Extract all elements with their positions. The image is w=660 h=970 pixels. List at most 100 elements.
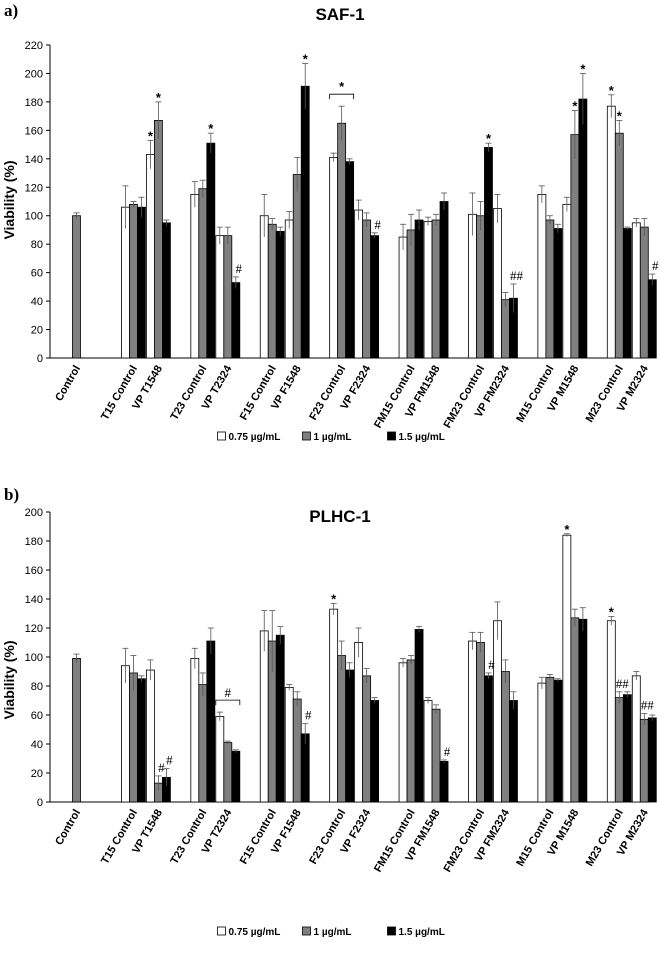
bar bbox=[337, 655, 347, 803]
significance-marker: # bbox=[225, 685, 232, 700]
chart-title-b: PLHC-1 bbox=[309, 507, 370, 526]
y-tick-label: 100 bbox=[25, 211, 43, 223]
legend-swatch bbox=[302, 926, 311, 936]
bar bbox=[493, 620, 502, 803]
significance-marker: * bbox=[572, 98, 578, 113]
bar bbox=[231, 750, 241, 803]
legend-label: 1 µg/mL bbox=[314, 432, 352, 443]
y-tick-label: 180 bbox=[25, 97, 43, 109]
x-category-label: F15 Control bbox=[238, 808, 279, 867]
legend-label: 1.5 µg/mL bbox=[399, 432, 445, 443]
significance-bracket bbox=[215, 699, 241, 706]
significance-marker: ## bbox=[510, 268, 524, 283]
significance-marker: * bbox=[208, 121, 214, 136]
bar bbox=[345, 161, 355, 359]
y-tick-label: 60 bbox=[31, 268, 43, 280]
bar bbox=[231, 282, 241, 359]
bar bbox=[406, 229, 416, 359]
y-tick-label: 40 bbox=[31, 296, 43, 308]
bar bbox=[275, 230, 285, 359]
significance-bracket bbox=[329, 93, 355, 100]
bar bbox=[468, 213, 477, 359]
bar bbox=[639, 226, 649, 359]
bar bbox=[622, 694, 632, 803]
x-category-label: M23 Control bbox=[584, 808, 626, 869]
bar bbox=[137, 206, 146, 359]
bar bbox=[259, 215, 269, 359]
bar bbox=[215, 716, 225, 803]
bar bbox=[606, 620, 616, 803]
bar bbox=[362, 675, 372, 803]
y-tick-label: 160 bbox=[25, 565, 43, 577]
y-tick-label: 100 bbox=[25, 652, 43, 664]
bar bbox=[631, 675, 641, 803]
x-category-label: F15 Control bbox=[238, 364, 279, 423]
bar bbox=[206, 640, 216, 803]
legend-label: 0.75 µg/mL bbox=[229, 432, 281, 443]
significance-marker: # bbox=[488, 657, 495, 672]
bar bbox=[439, 201, 449, 359]
x-category-label: T23 Control bbox=[168, 364, 209, 423]
bar bbox=[614, 697, 624, 803]
y-tick-label: 120 bbox=[25, 182, 43, 194]
bar bbox=[484, 147, 493, 359]
significance-marker: # bbox=[166, 753, 173, 768]
bar bbox=[398, 236, 408, 359]
y-tick-label: 20 bbox=[31, 768, 43, 780]
significance-marker: # bbox=[444, 744, 451, 759]
significance-marker: * bbox=[564, 522, 570, 537]
bar bbox=[198, 188, 208, 359]
bar bbox=[337, 122, 347, 359]
bar bbox=[414, 219, 424, 359]
bar bbox=[161, 222, 171, 359]
significance-marker: * bbox=[331, 591, 337, 606]
bar bbox=[137, 678, 146, 803]
significance-marker: * bbox=[339, 79, 345, 94]
x-category-label: F23 Control bbox=[307, 364, 348, 423]
bar bbox=[206, 142, 216, 359]
bar bbox=[537, 682, 547, 803]
y-axis-label-a: Viability (%) bbox=[1, 160, 17, 239]
y-tick-label: 160 bbox=[25, 125, 43, 137]
x-category-label: T15 Control bbox=[99, 364, 140, 423]
bar bbox=[545, 219, 555, 359]
y-tick-label: 80 bbox=[31, 681, 43, 693]
x-category-label: M15 Control bbox=[514, 808, 556, 869]
panel-b: b) PLHC-1 Viability (%) 0 20 40 60 80 100 120 1… bbox=[1, 485, 657, 938]
y-tick-label: 0 bbox=[37, 797, 43, 809]
significance-marker: # bbox=[158, 760, 165, 775]
bar bbox=[354, 642, 364, 803]
bar bbox=[292, 698, 302, 803]
bar bbox=[398, 662, 408, 803]
bar bbox=[267, 223, 277, 359]
bar bbox=[129, 203, 138, 359]
bar bbox=[493, 208, 502, 359]
x-category-label: FM15 Control bbox=[372, 808, 418, 875]
bar bbox=[370, 235, 380, 359]
x-category-label: Control bbox=[53, 808, 83, 848]
bar bbox=[562, 203, 572, 359]
bar bbox=[370, 700, 380, 803]
bar bbox=[476, 642, 485, 803]
bar bbox=[439, 761, 449, 803]
y-tick-label: 40 bbox=[31, 739, 43, 751]
y-tick-label: 180 bbox=[25, 536, 43, 548]
bar bbox=[284, 687, 294, 803]
bar bbox=[570, 134, 580, 359]
bar bbox=[431, 708, 441, 803]
significance-marker: * bbox=[303, 51, 309, 66]
y-tick-label: 20 bbox=[31, 325, 43, 337]
bar bbox=[145, 669, 155, 803]
bar bbox=[647, 279, 657, 359]
x-category-label: M15 Control bbox=[514, 364, 556, 425]
x-category-label: T15 Control bbox=[99, 808, 140, 867]
bar bbox=[414, 629, 424, 803]
y-tick-label: 60 bbox=[31, 710, 43, 722]
bar bbox=[423, 221, 433, 359]
significance-marker: # bbox=[652, 258, 659, 273]
panel-a: a) SAF-1 Viability (%) 0 20 40 60 80 100 120 14… bbox=[1, 1, 659, 443]
x-category-label: M23 Control bbox=[584, 364, 626, 425]
bar bbox=[570, 617, 580, 803]
significance-marker: * bbox=[617, 108, 623, 123]
